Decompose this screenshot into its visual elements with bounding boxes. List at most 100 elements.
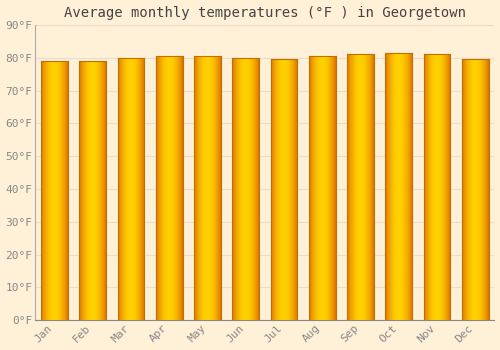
Bar: [372, 55, 374, 320]
Bar: [367, 55, 368, 320]
Bar: [436, 55, 437, 320]
Bar: [201, 56, 202, 320]
Bar: [195, 56, 196, 320]
Bar: [391, 53, 392, 320]
Bar: [325, 56, 326, 320]
Bar: [160, 56, 161, 320]
Bar: [407, 53, 408, 320]
Bar: [434, 55, 435, 320]
Bar: [442, 55, 443, 320]
Bar: [121, 58, 122, 320]
Bar: [440, 55, 441, 320]
Bar: [57, 61, 58, 320]
Bar: [105, 61, 106, 320]
Title: Average monthly temperatures (°F ) in Georgetown: Average monthly temperatures (°F ) in Ge…: [64, 6, 466, 20]
Bar: [290, 60, 292, 320]
Bar: [358, 55, 359, 320]
Bar: [480, 60, 482, 320]
Bar: [118, 58, 119, 320]
Bar: [394, 53, 395, 320]
Bar: [470, 60, 472, 320]
Bar: [194, 56, 195, 320]
Bar: [335, 56, 336, 320]
Bar: [213, 56, 214, 320]
Bar: [365, 55, 366, 320]
Bar: [360, 55, 361, 320]
Bar: [462, 60, 464, 320]
Bar: [356, 55, 357, 320]
Bar: [478, 60, 480, 320]
Bar: [353, 55, 354, 320]
Bar: [444, 55, 445, 320]
Bar: [43, 61, 44, 320]
Bar: [347, 55, 348, 320]
Bar: [139, 58, 140, 320]
Bar: [217, 56, 218, 320]
Bar: [430, 55, 431, 320]
Bar: [205, 56, 206, 320]
Bar: [355, 55, 356, 320]
Bar: [447, 55, 448, 320]
Bar: [257, 58, 258, 320]
Bar: [352, 55, 353, 320]
Bar: [401, 53, 402, 320]
Bar: [55, 61, 56, 320]
Bar: [255, 58, 256, 320]
Bar: [392, 53, 393, 320]
Bar: [472, 60, 474, 320]
Bar: [218, 56, 219, 320]
Bar: [124, 58, 125, 320]
Bar: [102, 61, 103, 320]
Bar: [67, 61, 68, 320]
Bar: [212, 56, 213, 320]
Bar: [129, 58, 130, 320]
Bar: [199, 56, 200, 320]
Bar: [331, 56, 332, 320]
Bar: [354, 55, 355, 320]
Bar: [219, 56, 220, 320]
Bar: [214, 56, 215, 320]
Bar: [120, 58, 121, 320]
Bar: [250, 58, 251, 320]
Bar: [294, 60, 296, 320]
Bar: [468, 60, 469, 320]
Bar: [60, 61, 61, 320]
Bar: [466, 60, 468, 320]
Bar: [130, 58, 131, 320]
Bar: [311, 56, 312, 320]
Bar: [428, 55, 429, 320]
Bar: [482, 60, 484, 320]
Bar: [348, 55, 349, 320]
Bar: [446, 55, 447, 320]
Bar: [369, 55, 370, 320]
Bar: [278, 60, 280, 320]
Bar: [363, 55, 364, 320]
Bar: [234, 58, 235, 320]
Bar: [56, 61, 57, 320]
Bar: [210, 56, 211, 320]
Bar: [399, 53, 400, 320]
Bar: [167, 56, 168, 320]
Bar: [170, 56, 171, 320]
Bar: [400, 53, 401, 320]
Bar: [45, 61, 46, 320]
Bar: [249, 58, 250, 320]
Bar: [449, 55, 450, 320]
Bar: [322, 56, 323, 320]
Bar: [366, 55, 367, 320]
Bar: [104, 61, 105, 320]
Bar: [197, 56, 198, 320]
Bar: [326, 56, 327, 320]
Bar: [161, 56, 162, 320]
Bar: [200, 56, 201, 320]
Bar: [359, 55, 360, 320]
Bar: [474, 60, 476, 320]
Bar: [276, 60, 278, 320]
Bar: [165, 56, 166, 320]
Bar: [158, 56, 159, 320]
Bar: [163, 56, 164, 320]
Bar: [131, 58, 132, 320]
Bar: [330, 56, 331, 320]
Bar: [486, 60, 488, 320]
Bar: [464, 60, 466, 320]
